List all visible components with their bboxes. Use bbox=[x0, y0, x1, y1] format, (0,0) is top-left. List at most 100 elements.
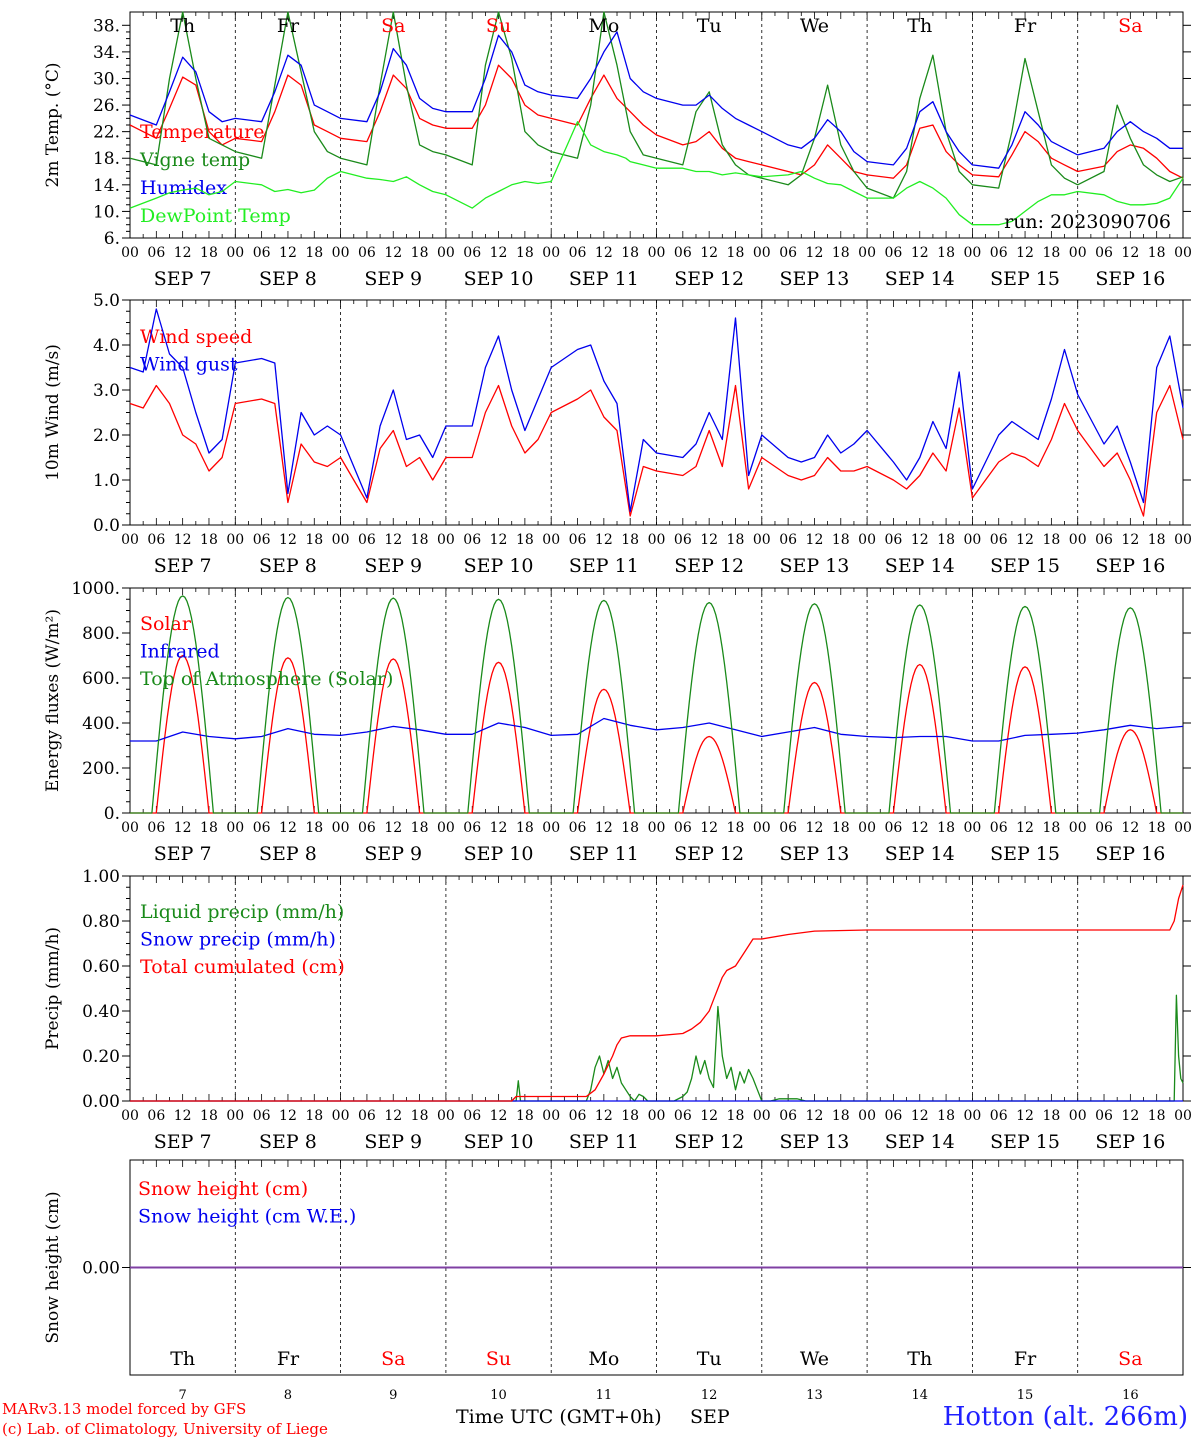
hour-tick-label: 12 bbox=[384, 820, 402, 836]
hour-tick-label: 18 bbox=[727, 820, 745, 836]
hour-tick-label: 00 bbox=[226, 820, 244, 836]
weekday-label: Mo bbox=[588, 1348, 619, 1370]
hour-tick-label: 00 bbox=[437, 820, 455, 836]
hour-tick-label: 00 bbox=[963, 820, 981, 836]
weekday-label: Fr bbox=[277, 1348, 300, 1370]
date-label: SEP 8 bbox=[259, 268, 317, 290]
y-tick-label: 3.0 bbox=[93, 381, 120, 401]
y-tick-label: 1000. bbox=[71, 579, 120, 599]
date-label: SEP 7 bbox=[154, 843, 212, 865]
date-label: SEP 13 bbox=[780, 843, 850, 865]
hour-tick-label: 12 bbox=[1121, 245, 1139, 261]
hour-tick-label: 00 bbox=[648, 532, 666, 548]
y-tick-label: 30. bbox=[93, 69, 120, 89]
date-label: SEP 8 bbox=[259, 843, 317, 865]
hour-tick-label: 06 bbox=[147, 820, 165, 836]
date-label: SEP 13 bbox=[780, 1131, 850, 1153]
y-tick-label: 14. bbox=[93, 176, 120, 196]
hour-tick-label: 18 bbox=[727, 1108, 745, 1124]
hour-tick-label: 18 bbox=[411, 1108, 429, 1124]
legend-series-dewpoint-temp: DewPoint Temp bbox=[140, 205, 291, 227]
y-axis-label: 10m Wind (m/s) bbox=[43, 344, 63, 481]
hour-tick-label: 00 bbox=[226, 245, 244, 261]
y-tick-label: 600. bbox=[82, 669, 120, 689]
hour-tick-label: 18 bbox=[832, 1108, 850, 1124]
hour-tick-label: 06 bbox=[463, 532, 481, 548]
hour-tick-label: 06 bbox=[1095, 820, 1113, 836]
legend-series-humidex: Humidex bbox=[140, 177, 227, 199]
hour-tick-label: 00 bbox=[332, 820, 350, 836]
y-tick-label: 5.0 bbox=[93, 291, 120, 311]
y-tick-label: 2.0 bbox=[93, 426, 120, 446]
legend-series-snow-height-cm-w-e: Snow height (cm W.E.) bbox=[138, 1206, 356, 1228]
panel-3-frame bbox=[129, 587, 1184, 814]
weekday-label: Tu bbox=[697, 1348, 722, 1370]
hour-tick-label: 18 bbox=[832, 820, 850, 836]
date-label: SEP 8 bbox=[259, 555, 317, 577]
weekday-label: We bbox=[800, 15, 829, 37]
hour-tick-label: 18 bbox=[832, 532, 850, 548]
legend-series-wind-gust: Wind gust bbox=[140, 354, 238, 376]
hour-tick-label: 12 bbox=[1121, 532, 1139, 548]
hour-tick-label: 06 bbox=[885, 1108, 903, 1124]
hour-tick-label: 12 bbox=[1016, 820, 1034, 836]
hour-tick-label: 12 bbox=[279, 532, 297, 548]
y-tick-label: 200. bbox=[82, 759, 120, 779]
hour-tick-label: 06 bbox=[1095, 245, 1113, 261]
y-axis-label: 2m Temp. (°C) bbox=[43, 62, 63, 187]
series-top-of-atmosphere-solar-line bbox=[130, 595, 1183, 814]
hour-tick-label: 00 bbox=[858, 820, 876, 836]
hour-tick-label: 18 bbox=[1148, 820, 1166, 836]
y-tick-label: 0.40 bbox=[82, 1002, 120, 1022]
hour-tick-label: 12 bbox=[490, 1108, 508, 1124]
hour-tick-label: 18 bbox=[727, 245, 745, 261]
hour-tick-label: 00 bbox=[332, 532, 350, 548]
hour-tick-label: 18 bbox=[621, 532, 639, 548]
legend-series-liquid-precip-mm-h: Liquid precip (mm/h) bbox=[140, 901, 344, 923]
hour-tick-label: 06 bbox=[674, 532, 692, 548]
lab-credit: (c) Lab. of Climatology, University of L… bbox=[2, 1420, 328, 1438]
y-tick-label: 34. bbox=[93, 43, 120, 63]
date-label: SEP 7 bbox=[154, 555, 212, 577]
hour-tick-label: 00 bbox=[753, 820, 771, 836]
hour-tick-label: 12 bbox=[595, 820, 613, 836]
hour-tick-label: 06 bbox=[358, 532, 376, 548]
hour-tick-label: 00 bbox=[1069, 532, 1087, 548]
hour-tick-label: 18 bbox=[305, 820, 323, 836]
hour-tick-label: 06 bbox=[990, 532, 1008, 548]
x-axis-month-label: SEP bbox=[690, 1406, 730, 1428]
legend-series-total-cumulated-cm: Total cumulated (cm) bbox=[140, 956, 345, 978]
y-tick-label: 38. bbox=[93, 16, 120, 36]
date-label: SEP 13 bbox=[780, 268, 850, 290]
hour-tick-label: 12 bbox=[806, 532, 824, 548]
hour-tick-label: 00 bbox=[1174, 1108, 1192, 1124]
day-number-label: 12 bbox=[701, 1388, 718, 1403]
date-label: SEP 11 bbox=[569, 268, 639, 290]
weekday-label: Th bbox=[170, 1348, 195, 1370]
hour-tick-label: 06 bbox=[1095, 532, 1113, 548]
hour-tick-label: 12 bbox=[174, 245, 192, 261]
legend-series-vigne-temp: Vigne temp bbox=[139, 149, 250, 171]
hour-tick-label: 00 bbox=[648, 1108, 666, 1124]
date-label: SEP 9 bbox=[364, 1131, 422, 1153]
x-axis-label: Time UTC (GMT+0h) bbox=[456, 1406, 662, 1428]
day-number-label: 13 bbox=[806, 1388, 823, 1403]
hour-tick-label: 00 bbox=[226, 1108, 244, 1124]
hour-tick-label: 18 bbox=[200, 245, 218, 261]
hour-tick-label: 18 bbox=[1042, 532, 1060, 548]
legend-series-wind-speed: Wind speed bbox=[140, 326, 252, 348]
hour-tick-label: 12 bbox=[384, 532, 402, 548]
hour-tick-label: 06 bbox=[779, 532, 797, 548]
hour-tick-label: 06 bbox=[253, 532, 271, 548]
date-label: SEP 16 bbox=[1095, 268, 1165, 290]
hour-tick-label: 12 bbox=[490, 820, 508, 836]
hour-tick-label: 06 bbox=[463, 820, 481, 836]
hour-tick-label: 18 bbox=[1148, 245, 1166, 261]
hour-tick-label: 00 bbox=[542, 532, 560, 548]
hour-tick-label: 06 bbox=[674, 245, 692, 261]
hour-tick-label: 00 bbox=[121, 532, 139, 548]
hour-tick-label: 06 bbox=[569, 532, 587, 548]
date-label: SEP 11 bbox=[569, 1131, 639, 1153]
date-label: SEP 14 bbox=[885, 1131, 955, 1153]
date-label: SEP 16 bbox=[1095, 555, 1165, 577]
